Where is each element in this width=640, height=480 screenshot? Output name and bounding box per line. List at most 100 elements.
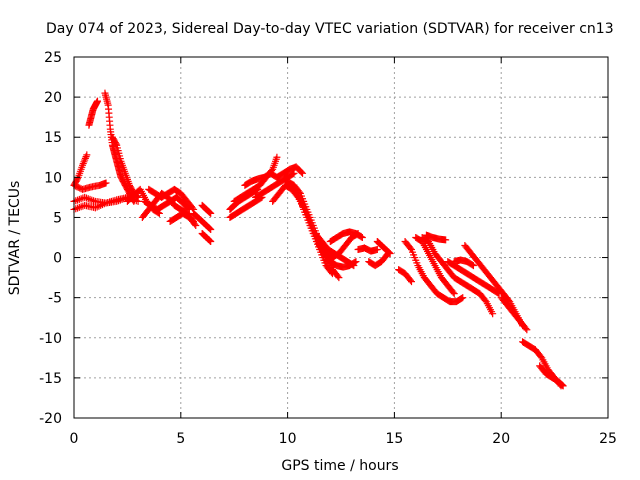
sat-track-34 <box>418 234 497 318</box>
sat-track-13 <box>190 209 215 233</box>
data-point <box>207 238 215 246</box>
data-point <box>206 209 214 217</box>
data-point <box>102 179 110 187</box>
data-point <box>112 140 120 148</box>
data-point <box>406 244 414 252</box>
sat-track-17 <box>226 193 266 221</box>
data-point <box>206 237 214 245</box>
y-tick-label: -5 <box>48 291 62 307</box>
sat-track-28 <box>354 244 381 255</box>
y-tick-label: 20 <box>44 90 62 106</box>
data-point <box>386 250 394 258</box>
sat-track-42 <box>536 362 567 390</box>
sat-track-27 <box>326 228 366 246</box>
sat-track-7 <box>108 133 142 201</box>
data-point <box>523 326 531 334</box>
data-point <box>93 97 101 105</box>
y-tick-label: 5 <box>53 210 62 226</box>
x-tick-label: 0 <box>70 431 79 447</box>
data-point <box>206 225 214 233</box>
y-tick-label: 10 <box>44 170 62 186</box>
data-point <box>334 272 342 280</box>
sat-track-32 <box>401 238 467 306</box>
sat-track-31 <box>395 266 415 286</box>
data-point <box>468 261 476 269</box>
x-tick-label: 25 <box>599 431 617 447</box>
y-tick-label: -15 <box>39 371 62 387</box>
y-tick-label: -10 <box>39 331 62 347</box>
sat-track-5 <box>85 97 101 129</box>
y-axis-label: SDTVAR / TECUs <box>7 181 23 296</box>
data-point <box>559 382 567 390</box>
sat-track-18 <box>230 153 281 205</box>
sat-track-26 <box>316 229 362 262</box>
y-tick-label: 25 <box>44 50 62 66</box>
data-point <box>558 381 566 389</box>
data-point <box>335 274 343 282</box>
data-point <box>385 249 393 257</box>
data-point <box>350 262 358 270</box>
sat-track-15 <box>198 201 215 217</box>
x-tick-label: 15 <box>385 431 403 447</box>
x-axis-label: GPS time / hours <box>281 458 398 474</box>
data-point <box>273 153 281 161</box>
data-point <box>558 381 566 389</box>
data-point <box>357 233 365 241</box>
sat-track-12 <box>166 209 200 229</box>
data-point <box>192 221 200 229</box>
data-point <box>205 224 213 232</box>
data-point <box>295 188 303 196</box>
y-tick-label: 0 <box>53 251 62 267</box>
sat-track-14 <box>198 229 215 246</box>
plot-frame <box>73 56 609 419</box>
data-point <box>459 294 467 302</box>
data-point <box>352 258 360 266</box>
data-point <box>207 225 215 233</box>
data-point <box>406 276 414 284</box>
chart-title: Day 074 of 2023, Sidereal Day-to-day VTE… <box>46 21 614 37</box>
y-tick-label: 15 <box>44 130 62 146</box>
sat-track-20 <box>252 169 298 201</box>
data-point <box>74 175 82 183</box>
data-point <box>191 220 199 228</box>
data-point <box>297 168 305 176</box>
data-point <box>385 248 393 256</box>
sat-track-2 <box>70 179 110 193</box>
tick-labels: 0 5 10 15 20 25 -20 -15 -10 -5 0 5 10 15 20 25 <box>39 50 617 447</box>
sat-track-30 <box>373 238 394 258</box>
data-point <box>489 310 497 318</box>
data-point <box>134 193 142 201</box>
data-point <box>469 262 477 270</box>
data-point <box>358 234 366 241</box>
data-point <box>189 204 197 212</box>
sat-track-35 <box>422 231 450 244</box>
data-points <box>70 89 567 390</box>
sat-track-4 <box>70 193 131 213</box>
data-point <box>407 278 415 286</box>
x-tick-label: 20 <box>492 431 510 447</box>
sat-track-11 <box>145 185 198 213</box>
data-point <box>130 197 138 205</box>
sat-track-39 <box>497 294 531 334</box>
data-point <box>373 246 381 254</box>
data-point <box>83 151 91 159</box>
data-point <box>442 236 450 244</box>
data-point <box>290 169 298 177</box>
data-point <box>299 169 307 177</box>
data-point <box>449 288 457 296</box>
data-point <box>205 236 213 244</box>
sat-track-36 <box>444 258 503 298</box>
data-point <box>349 261 357 269</box>
x-tick-label: 5 <box>176 431 185 447</box>
data-point <box>289 170 297 178</box>
data-point <box>458 294 466 302</box>
axis-ticks <box>73 56 609 419</box>
x-tick-label: 10 <box>279 431 297 447</box>
sat-track-37 <box>450 256 477 270</box>
sat-track-19 <box>241 163 307 189</box>
y-tick-label: -20 <box>39 411 62 427</box>
sat-track-33 <box>412 234 458 298</box>
data-point <box>205 208 213 216</box>
data-point <box>522 324 530 332</box>
